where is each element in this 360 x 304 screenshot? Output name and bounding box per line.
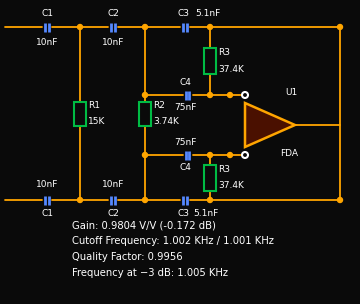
Bar [74, 102, 86, 126]
Circle shape [143, 198, 148, 202]
Circle shape [207, 25, 212, 29]
Circle shape [77, 25, 82, 29]
Circle shape [242, 152, 248, 158]
Text: 5.1nF: 5.1nF [195, 9, 220, 18]
Text: R1: R1 [88, 101, 100, 109]
Text: C2: C2 [107, 9, 119, 18]
Text: C4: C4 [180, 78, 192, 87]
Text: Frequency at −3 dB: 1.005 KHz: Frequency at −3 dB: 1.005 KHz [72, 268, 228, 278]
Circle shape [77, 198, 82, 202]
Circle shape [207, 92, 212, 98]
Text: C3: C3 [177, 209, 189, 218]
Text: C1: C1 [41, 209, 53, 218]
Text: 75nF: 75nF [174, 103, 197, 112]
Text: Cutoff Frequency: 1.002 KHz / 1.001 KHz: Cutoff Frequency: 1.002 KHz / 1.001 KHz [72, 236, 274, 246]
Circle shape [207, 153, 212, 157]
Text: 10nF: 10nF [36, 180, 58, 189]
Text: 10nF: 10nF [102, 180, 124, 189]
Text: R3: R3 [218, 48, 230, 57]
Circle shape [143, 92, 148, 98]
Text: 10nF: 10nF [36, 38, 58, 47]
Circle shape [242, 92, 248, 98]
Text: C4: C4 [180, 163, 192, 172]
Text: 10nF: 10nF [102, 38, 124, 47]
Text: Gain: 0.9804 V/V (-0.172 dB): Gain: 0.9804 V/V (-0.172 dB) [72, 220, 216, 230]
Text: U1: U1 [285, 88, 297, 97]
Circle shape [207, 198, 212, 202]
Circle shape [143, 153, 148, 157]
Text: Quality Factor: 0.9956: Quality Factor: 0.9956 [72, 252, 183, 262]
Text: C3: C3 [177, 9, 189, 18]
Circle shape [338, 25, 342, 29]
Text: 15K: 15K [88, 118, 105, 126]
Bar [204, 164, 216, 191]
Polygon shape [245, 103, 295, 147]
Bar [204, 48, 216, 74]
Text: 37.4K: 37.4K [218, 65, 244, 74]
Circle shape [338, 198, 342, 202]
Circle shape [228, 153, 233, 157]
Text: C1: C1 [41, 9, 53, 18]
Circle shape [143, 25, 148, 29]
Text: 3.74K: 3.74K [153, 118, 179, 126]
Bar [139, 102, 151, 126]
Text: R3: R3 [218, 164, 230, 174]
Text: 37.4K: 37.4K [218, 181, 244, 191]
Text: FDA: FDA [280, 149, 298, 158]
Text: C2: C2 [107, 209, 119, 218]
Text: R2: R2 [153, 101, 165, 109]
Text: 5.1nF: 5.1nF [193, 209, 218, 218]
Text: 75nF: 75nF [174, 138, 197, 147]
Circle shape [228, 92, 233, 98]
